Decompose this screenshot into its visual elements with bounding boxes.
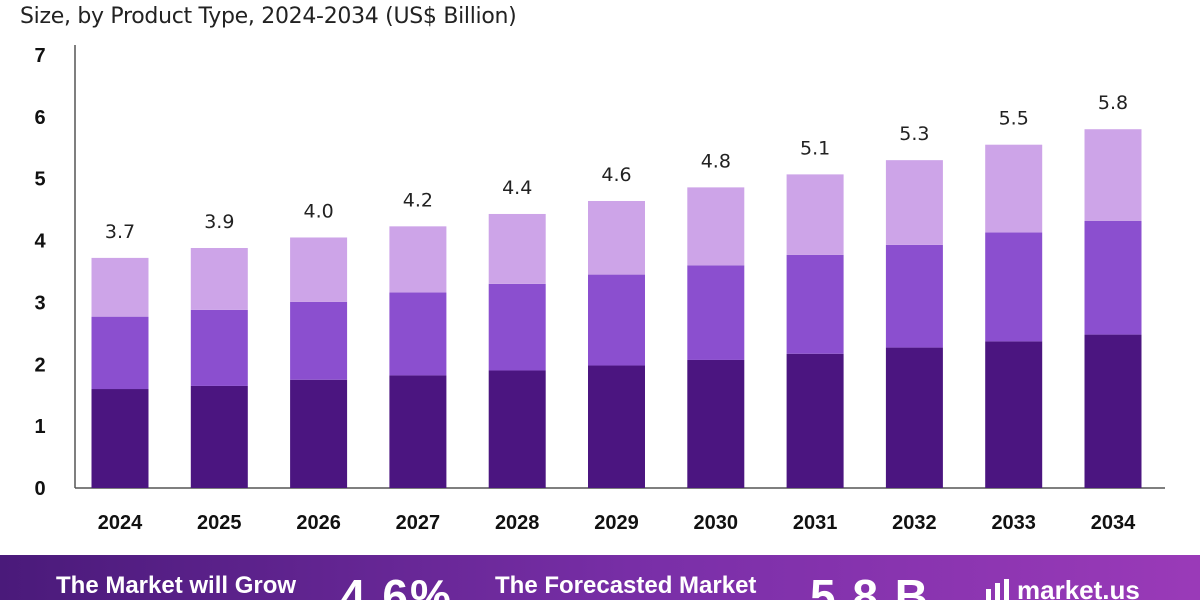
bar-segment-1 [1084, 334, 1142, 488]
footer-cagr-value: 4.6% [340, 570, 453, 600]
y-tick-label: 4 [34, 231, 46, 253]
brand-logo[interactable]: market.us [985, 575, 1140, 600]
x-tick-label: 2033 [991, 512, 1036, 534]
bar-segment-3 [687, 187, 745, 266]
y-tick-label: 5 [34, 169, 45, 191]
bar-segment-3 [786, 174, 844, 255]
stacked-bar-chart: 0 1 2 3 4 5 6 7 3.7 2024 3.9 2025 4.0 2026 4.2 2027 4.4… [34, 45, 1165, 534]
y-tick-label: 0 [34, 478, 45, 500]
bar-total-label: 5.3 [899, 123, 929, 145]
bar-segment-3 [488, 213, 546, 284]
chart-data-labels: 3.7 2024 3.9 2025 4.0 2026 4.2 2027 4.4 2028 4.6 20… [98, 92, 1136, 534]
x-tick-label: 2027 [396, 512, 441, 534]
bar-segment-1 [687, 359, 745, 488]
bar-total-label: 4.4 [502, 177, 532, 199]
bar-total-label: 4.0 [303, 200, 333, 222]
x-tick-label: 2028 [495, 512, 540, 534]
x-tick-label: 2029 [594, 512, 639, 534]
bar-segment-1 [290, 379, 348, 488]
bar-segment-3 [389, 226, 447, 293]
bar-segment-3 [91, 257, 149, 317]
chart-bars [91, 129, 1142, 488]
bar-total-label: 4.6 [601, 164, 631, 186]
bar-segment-3 [885, 160, 943, 245]
bar-segment-1 [190, 385, 248, 488]
bar-total-label: 4.2 [403, 189, 433, 211]
bar-total-label: 5.8 [1098, 92, 1128, 114]
chart-subtitle: Size, by Product Type, 2024-2034 (US$ Bi… [20, 4, 517, 29]
bar-segment-2 [91, 316, 149, 390]
bar-total-label: 5.5 [999, 108, 1029, 130]
bar-segment-3 [588, 200, 645, 275]
x-tick-label: 2024 [98, 512, 143, 534]
bar-segment-1 [488, 370, 546, 488]
bar-segment-3 [190, 247, 248, 310]
bar-segment-2 [985, 232, 1043, 342]
bar-segment-2 [1084, 220, 1142, 335]
y-tick-label: 3 [34, 292, 45, 314]
x-tick-label: 2026 [296, 512, 341, 534]
x-tick-label: 2032 [892, 512, 937, 534]
footer-banner: The Market will Grow 4.6% The Forecasted… [0, 555, 1200, 600]
x-tick-label: 2031 [793, 512, 838, 534]
logo-text: market.us [1017, 575, 1140, 600]
bar-segment-1 [985, 341, 1043, 488]
bar-segment-2 [786, 254, 844, 354]
footer-forecast-value: 5.8 B [810, 570, 930, 600]
bar-logo-icon [986, 578, 1009, 600]
bar-segment-1 [389, 375, 447, 488]
bar-segment-2 [687, 265, 745, 360]
bar-total-label: 3.7 [105, 221, 135, 243]
bar-segment-1 [91, 389, 149, 488]
y-tick-label: 6 [34, 107, 45, 129]
bar-segment-2 [290, 301, 348, 380]
footer-forecast-text: The Forecasted Market [495, 572, 757, 599]
bar-segment-2 [389, 292, 447, 376]
bar-segment-3 [985, 144, 1043, 233]
y-tick-label: 7 [34, 45, 45, 67]
bar-segment-2 [588, 274, 645, 366]
x-tick-label: 2025 [197, 512, 242, 534]
y-tick-label: 1 [34, 416, 45, 438]
y-tick-label: 2 [34, 354, 45, 376]
x-tick-label: 2034 [1091, 512, 1136, 534]
bar-total-label: 5.1 [800, 137, 830, 159]
bar-total-label: 4.8 [701, 150, 731, 172]
bar-segment-1 [588, 365, 645, 488]
bar-segment-1 [786, 353, 844, 488]
x-tick-label: 2030 [694, 512, 739, 534]
bar-segment-2 [190, 309, 248, 386]
bar-total-label: 3.9 [204, 211, 234, 233]
bar-segment-3 [290, 237, 348, 302]
bar-segment-1 [885, 347, 943, 488]
bar-segment-2 [885, 244, 943, 348]
footer-grow-text: The Market will Grow [56, 572, 297, 599]
bar-segment-2 [488, 283, 546, 371]
bar-segment-3 [1084, 129, 1142, 221]
